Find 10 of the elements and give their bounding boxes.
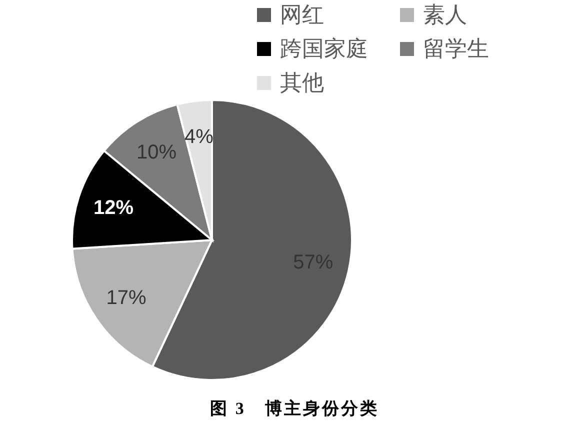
data-label: 17% <box>106 287 147 310</box>
text: 图 3 博主身份分类 <box>209 398 380 420</box>
legend-label: 其他 <box>280 70 324 98</box>
legend-label: 素人 <box>423 2 467 30</box>
legend-label: 留学生 <box>423 36 489 64</box>
legend-label: 跨国家庭 <box>280 36 368 64</box>
data-label: 10% <box>136 142 177 164</box>
data-label: 4% <box>184 126 214 148</box>
legend-label: 网红 <box>280 2 324 30</box>
data-label: 12% <box>93 196 134 219</box>
